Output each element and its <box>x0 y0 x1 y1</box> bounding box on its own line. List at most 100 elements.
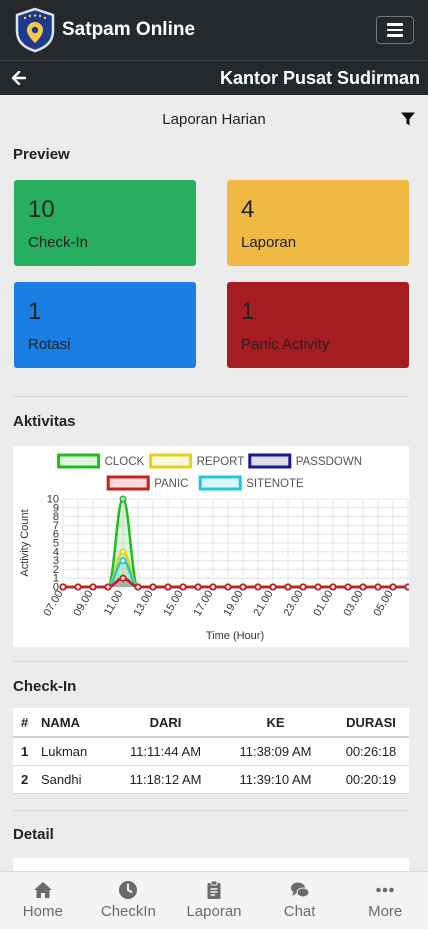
clipboard-icon <box>207 880 221 899</box>
nav-more[interactable]: More <box>342 872 428 929</box>
row-nama: Sandhi <box>41 772 82 787</box>
divider <box>13 396 409 397</box>
nav-more-label: More <box>368 903 403 920</box>
card-check-in[interactable]: 10 Check-In <box>14 180 196 266</box>
card-laporan[interactable]: 4 Laporan <box>227 180 409 266</box>
data-point-panic <box>164 583 172 591</box>
data-point-panic <box>209 583 217 591</box>
row-index: 1 <box>21 744 29 759</box>
x-tick-label: 03.00 <box>341 589 365 619</box>
hamburger-icon-line <box>387 34 403 37</box>
x-tick-label: 09.00 <box>71 589 95 619</box>
y-tick-label: 9 <box>53 502 59 514</box>
filter-icon[interactable] <box>400 111 416 127</box>
x-tick-label: 17.00 <box>191 589 215 619</box>
checkin-title: Check-In <box>13 678 77 695</box>
home-icon <box>33 882 52 898</box>
card-label: Check-In <box>28 234 89 251</box>
y-tick-label: 4 <box>53 546 59 558</box>
table-header: # NAMA DARI KE DURASI <box>13 708 409 738</box>
col-header-durasi: DURASI <box>346 714 396 730</box>
legend-swatch-report <box>149 453 193 469</box>
card-value: 1 <box>28 298 42 325</box>
legend-swatch-sitenote <box>198 475 242 491</box>
legend-label-report: REPORT <box>197 456 245 468</box>
data-point-panic <box>149 583 157 591</box>
data-point-panic <box>224 583 232 591</box>
y-tick-label: 7 <box>53 520 59 532</box>
page-title: Kantor Pusat Sudirman <box>219 67 420 88</box>
hamburger-icon-line <box>387 28 403 32</box>
card-rotasi[interactable]: 1 Rotasi <box>14 282 196 368</box>
data-point-sitenote <box>119 557 127 565</box>
card-value: 4 <box>241 196 255 223</box>
nav-home-label: Home <box>22 903 63 920</box>
row-ke: 11:38:09 AM <box>239 744 312 759</box>
row-dari: 11:11:44 AM <box>129 744 202 759</box>
data-point-panic <box>314 583 322 591</box>
x-tick-label: 07.00 <box>41 589 65 619</box>
card-label: Rotasi <box>28 336 71 353</box>
y-tick-label: 3 <box>53 555 59 567</box>
x-tick-label: 19.00 <box>221 589 245 619</box>
row-durasi: 00:26:18 <box>345 744 397 759</box>
legend-swatch-panic <box>106 475 150 491</box>
y-tick-label: 1 <box>53 573 59 585</box>
row-nama: Lukman <box>41 744 88 759</box>
col-header-ke: KE <box>266 714 285 730</box>
data-point-panic <box>284 583 292 591</box>
app-brand: Satpam Online <box>62 19 196 40</box>
preview-title: Preview <box>13 146 70 163</box>
report-title: Laporan Harian <box>162 111 266 128</box>
data-point-panic <box>59 583 67 591</box>
data-point-panic <box>179 583 187 591</box>
chat-icon <box>290 882 310 898</box>
data-point-panic <box>374 583 382 591</box>
legend-swatch-clock <box>57 453 101 469</box>
data-point-panic <box>359 583 367 591</box>
data-point-panic <box>329 583 337 591</box>
detail-title: Detail <box>13 826 54 843</box>
nav-checkin[interactable]: CheckIn <box>86 872 172 929</box>
nav-chat[interactable]: Chat <box>257 872 343 929</box>
more-dots-icon <box>376 887 394 893</box>
card-label: Panic Activity <box>241 336 330 353</box>
y-tick-label: 0 <box>53 582 59 594</box>
nav-laporan[interactable]: Laporan <box>171 872 257 929</box>
card-label: Laporan <box>241 234 297 251</box>
hamburger-icon <box>387 23 403 26</box>
data-point-panic <box>74 583 82 591</box>
card-value: 1 <box>241 298 255 325</box>
legend-swatch-passdown <box>248 453 292 469</box>
data-point-panic <box>134 583 142 591</box>
legend-label-panic: PANIC <box>154 478 188 490</box>
data-point-panic <box>254 583 262 591</box>
data-point-panic <box>239 583 247 591</box>
row-index: 2 <box>21 772 29 787</box>
y-tick-label: 8 <box>53 511 59 523</box>
y-tick-label: 10 <box>47 494 59 506</box>
divider <box>13 661 409 662</box>
x-axis-label: Time (Hour) <box>206 630 264 642</box>
data-point-panic <box>269 583 277 591</box>
data-point-clock <box>119 495 127 503</box>
y-axis-label: Activity Count <box>19 509 31 576</box>
nav-chat-label: Chat <box>283 903 316 920</box>
nav-home[interactable]: Home <box>0 872 86 929</box>
table-row[interactable]: 2 Sandhi 11:18:12 AM 11:39:10 AM 00:20:1… <box>13 766 409 794</box>
x-tick-label: 01.00 <box>311 589 335 619</box>
x-tick-label: 11.00 <box>102 589 126 618</box>
data-point-panic <box>344 583 352 591</box>
back-arrow-icon[interactable] <box>12 71 26 85</box>
data-point-panic <box>119 574 127 582</box>
checkin-table: # NAMA DARI KE DURASI 1 Lukman 11:11:44 … <box>13 708 409 794</box>
table-row[interactable]: 1 Lukman 11:11:44 AM 11:38:09 AM 00:26:1… <box>13 738 409 766</box>
data-point-panic <box>389 583 397 591</box>
satpam-logo-icon <box>15 7 55 53</box>
row-durasi: 00:20:19 <box>345 772 397 787</box>
bottom-nav: Home CheckIn Laporan Chat More <box>0 871 428 929</box>
card-panic-activity[interactable]: 1 Panic Activity <box>227 282 409 368</box>
nav-checkin-label: CheckIn <box>100 903 156 920</box>
hamburger-menu-button[interactable] <box>376 16 414 44</box>
